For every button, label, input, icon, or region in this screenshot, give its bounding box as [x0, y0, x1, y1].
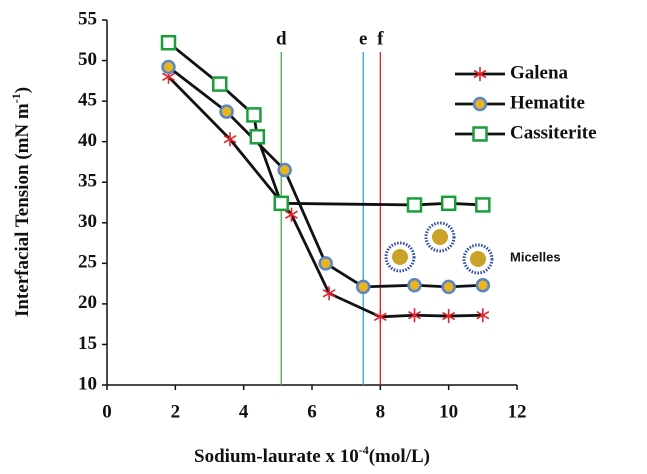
y-tick-label: 15 [78, 333, 97, 354]
y-axis-title-part: ) [12, 87, 33, 93]
legend-marker [472, 126, 488, 142]
micelles [384, 221, 494, 275]
x-axis-title-part: -4 [359, 443, 369, 457]
reference-label: d [276, 28, 287, 49]
data-point [322, 286, 336, 301]
data-point [277, 162, 292, 178]
legend-marker-stroke [473, 69, 487, 79]
x-tick-label: 0 [102, 401, 112, 422]
data-point [442, 309, 456, 324]
reference-label: f [377, 28, 384, 49]
data-point [160, 34, 177, 51]
data-point [373, 309, 387, 324]
data-point [475, 277, 491, 293]
series-line [167, 75, 483, 319]
legend-marker [473, 67, 487, 81]
data-point [476, 308, 490, 323]
data-point [407, 277, 422, 293]
x-tick-label: 10 [439, 401, 458, 422]
data-point [212, 76, 228, 92]
data-point-stroke [285, 210, 298, 219]
data-point-stroke [223, 135, 237, 144]
x-axis-title-part: (mol/L) [369, 446, 430, 467]
x-tick-label: 4 [239, 401, 249, 422]
data-point [246, 107, 262, 123]
x-axis-title: Sodium-laurate x 10-4(mol/L) [194, 443, 430, 468]
y-tick-label: 35 [78, 171, 97, 192]
y-axis-title: Interfacial Tension (mN m-1) [9, 87, 34, 317]
data-point-stroke [373, 312, 387, 322]
data-point [223, 132, 237, 147]
y-axis-title-part: -1 [9, 93, 23, 103]
legend-marker [472, 96, 488, 112]
y-tick-label: 45 [78, 89, 97, 110]
data-point [408, 308, 421, 323]
y-tick-label: 25 [78, 252, 97, 273]
x-tick-label: 2 [171, 401, 181, 422]
x-tick-label: 6 [307, 401, 317, 422]
data-point [356, 279, 371, 295]
data-point [318, 256, 333, 271]
data-point-stroke [162, 72, 175, 81]
y-axis-title-part: Interfacial Tension (mN m [12, 103, 33, 317]
data-point [219, 104, 234, 119]
legend-label: Cassiterite [510, 122, 597, 143]
legend-label: Galena [510, 62, 569, 83]
x-tick-label: 12 [508, 401, 527, 422]
data-point-stroke [408, 311, 421, 320]
x-axis-title-part: Sodium-laurate x 10 [194, 446, 359, 467]
data-point-stroke [476, 311, 490, 320]
data-point-stroke [322, 289, 336, 298]
data-point [475, 197, 491, 213]
legend-label: Hematite [510, 92, 585, 113]
x-tick-label: 8 [376, 401, 386, 422]
data-point [285, 207, 298, 222]
y-tick-label: 55 [78, 8, 97, 29]
series-line [167, 65, 483, 289]
annotation: Micelles [510, 249, 561, 264]
data-point [161, 59, 176, 75]
data-point [441, 279, 456, 295]
data-point [273, 195, 289, 212]
data-point-stroke [442, 311, 456, 321]
data-point [406, 197, 423, 213]
data-point [249, 129, 266, 145]
y-tick-label: 40 [78, 130, 97, 151]
y-tick-label: 30 [78, 211, 97, 232]
y-tick-label: 20 [78, 292, 97, 313]
reference-label: e [359, 28, 367, 49]
y-tick-label: 10 [78, 373, 97, 394]
data-point [440, 195, 457, 212]
y-tick-label: 50 [78, 49, 97, 70]
